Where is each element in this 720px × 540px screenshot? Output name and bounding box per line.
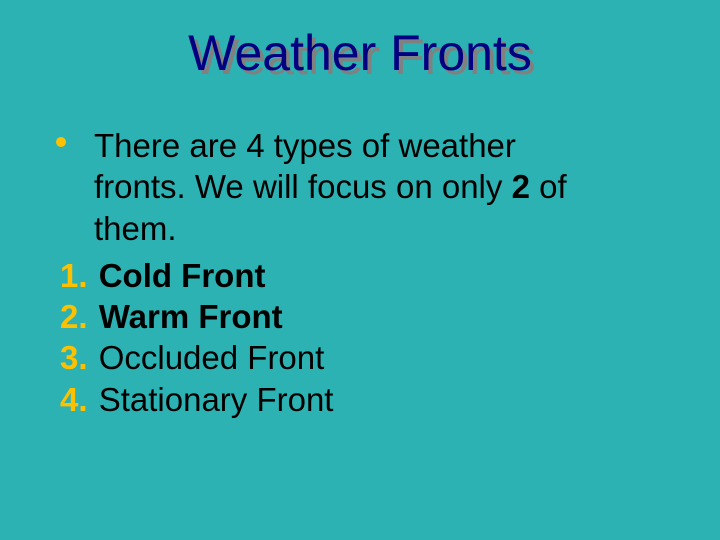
list-item-number: 2. (60, 298, 88, 335)
list-item-label: Stationary Front (90, 381, 334, 418)
bullet-line1: There are 4 types of weather (94, 127, 516, 164)
list-item-number: 1. (60, 257, 88, 294)
bullet-dot-icon (56, 137, 66, 147)
list-item-number: 3. (60, 339, 88, 376)
list-item: 2. Warm Front (60, 296, 670, 337)
numbered-list: 1. Cold Front2. Warm Front3. Occluded Fr… (60, 255, 670, 420)
slide-body: There are 4 types of weather fronts. We … (60, 125, 670, 420)
list-item-label: Cold Front (90, 257, 266, 294)
slide: Weather Fronts Weather Fronts There are … (0, 0, 720, 540)
list-item-number: 4. (60, 381, 88, 418)
bullet-line3: them. (94, 210, 177, 247)
slide-title: Weather Fronts (0, 28, 720, 78)
list-item-label: Warm Front (90, 298, 283, 335)
bullet-text: There are 4 types of weather fronts. We … (94, 125, 670, 249)
list-item: 4. Stationary Front (60, 379, 670, 420)
bullet-item: There are 4 types of weather fronts. We … (60, 125, 670, 249)
list-item: 1. Cold Front (60, 255, 670, 296)
list-item: 3. Occluded Front (60, 337, 670, 378)
list-item-label: Occluded Front (90, 339, 325, 376)
bullet-line2-bold: 2 (512, 168, 530, 205)
bullet-line2-post: of (530, 168, 567, 205)
bullet-line2-pre: fronts. We will focus on only (94, 168, 512, 205)
